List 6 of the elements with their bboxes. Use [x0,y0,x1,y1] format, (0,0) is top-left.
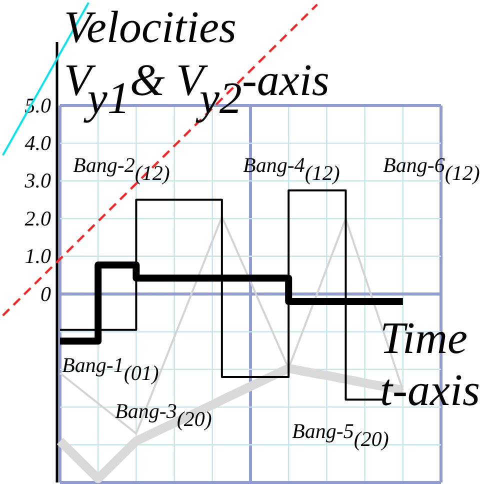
y-tick-label: 0 [40,282,52,306]
y-tick-label: 1.0 [24,244,52,268]
y-tick-label: 4.0 [24,130,52,155]
y-tick-label: 2.0 [24,206,52,230]
y-tick-label: 3.0 [24,168,52,193]
x-axis-title: Time t-axis [380,313,480,415]
